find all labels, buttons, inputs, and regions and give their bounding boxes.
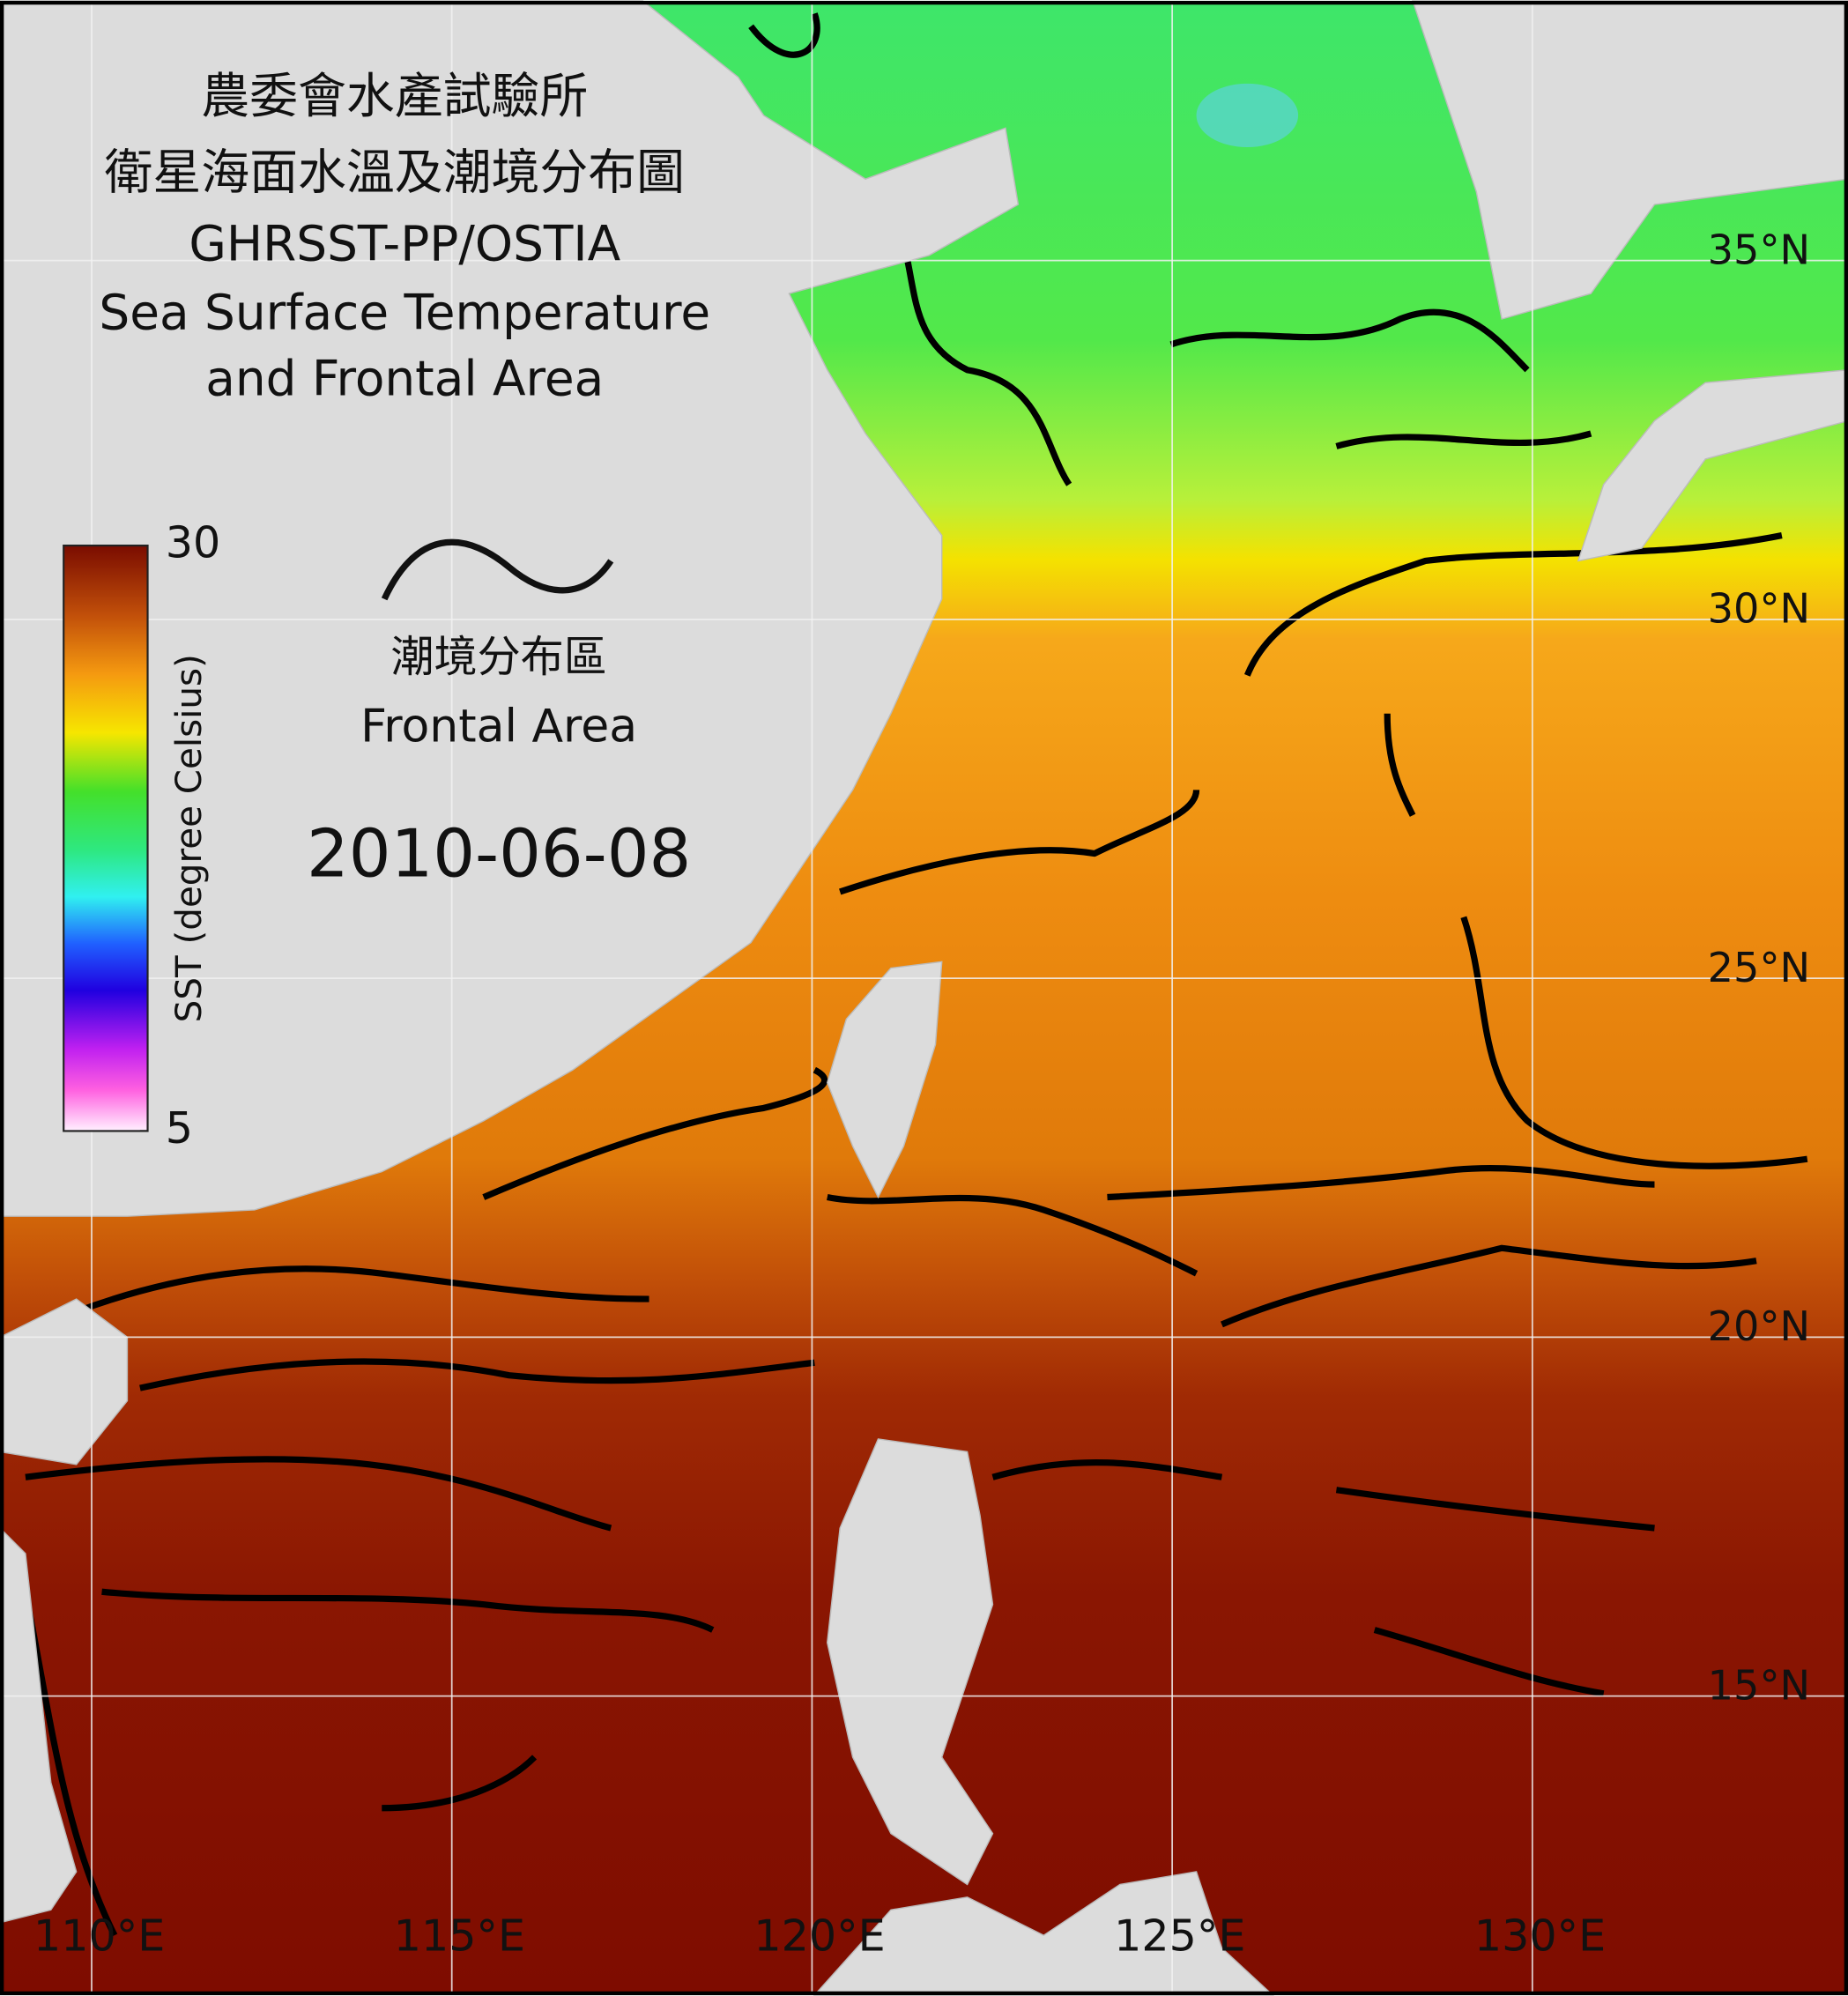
legend-symbol [381,538,614,601]
legend-label-zh: 潮境分布區 [390,631,606,682]
lat-label: 30°N [1708,585,1810,633]
lon-label: 110°E [33,1910,165,1961]
lat-label: 25°N [1708,944,1810,991]
colorbar-tick-label: 5 [166,1102,193,1154]
title-zh: 農委會水產試驗所 [201,68,588,124]
lat-label: 20°N [1708,1302,1810,1350]
title-en: GHRSST-PP/OSTIA [189,216,620,272]
date: 2010-06-08 [307,815,691,893]
legend-label-en: Frontal Area [360,700,637,753]
lon-label: 120°E [753,1910,885,1961]
lon-label: 130°E [1474,1910,1606,1961]
subtitle-en-2: and Frontal Area [205,351,604,407]
title-block: 農委會水產試驗所 衛星海面水溫及潮境分布圖 GHRSST-PP/OSTIA Se… [99,68,710,407]
cool-patch [1196,83,1299,148]
lat-label: 15°N [1708,1661,1810,1709]
fronts [22,12,1808,1937]
colorbar [63,544,149,1132]
lat-label: 35°N [1708,226,1810,273]
colorbar-ticks: 5 30 [139,517,220,1154]
lon-label: 125°E [1114,1910,1245,1961]
subtitle-en: Sea Surface Temperature [99,285,710,341]
colorbar-tick-label: 30 [166,517,220,568]
colorbar-label: SST (degree Celsius) [167,654,210,1022]
subtitle-zh: 衛星海面水溫及潮境分布圖 [104,145,685,201]
lon-label: 115°E [394,1910,525,1961]
